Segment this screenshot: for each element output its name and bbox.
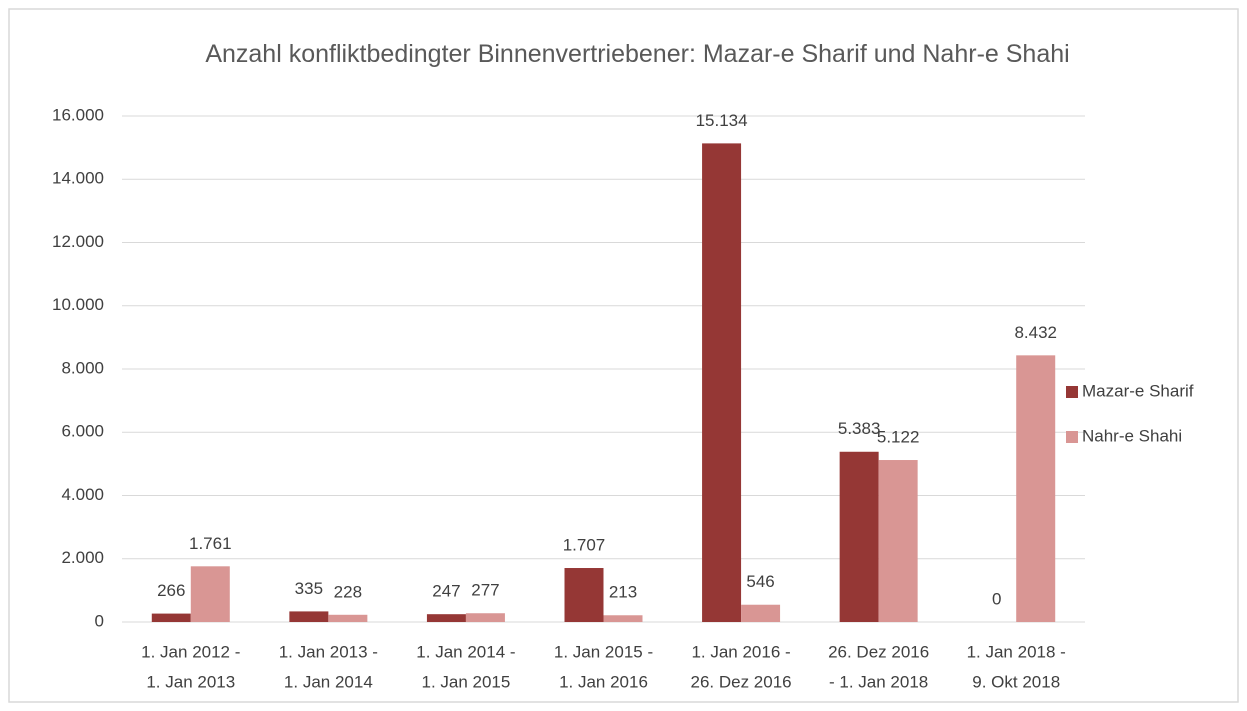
x-tick-label: 9. Okt 2018 <box>972 672 1060 691</box>
y-tick-label: 0 <box>95 611 104 630</box>
chart-border <box>8 8 1239 703</box>
y-tick-label: 4.000 <box>61 485 104 504</box>
value-label: 5.383 <box>838 419 881 438</box>
value-label: 0 <box>992 589 1001 608</box>
y-tick-label: 14.000 <box>52 169 104 188</box>
value-label: 1.707 <box>563 536 606 555</box>
value-label: 213 <box>609 583 637 602</box>
value-label: 546 <box>746 572 774 591</box>
bar <box>289 611 329 622</box>
value-label: 8.432 <box>1014 323 1057 342</box>
y-tick-label: 16.000 <box>52 105 104 124</box>
x-tick-label: 1. Jan 2013 - <box>279 642 378 661</box>
x-tick-label: 1. Jan 2015 <box>421 672 510 691</box>
value-label: 266 <box>157 581 185 600</box>
x-tick-label: 26. Dez 2016 <box>691 672 792 691</box>
legend-swatch <box>1066 386 1078 398</box>
x-tick-label: 1. Jan 2014 <box>284 672 373 691</box>
bar <box>741 604 781 622</box>
legend-label: Mazar-e Sharif <box>1082 381 1194 400</box>
x-tick-label: - 1. Jan 2018 <box>829 672 928 691</box>
value-label: 15.134 <box>696 111 748 130</box>
x-tick-label: 1. Jan 2015 - <box>554 642 653 661</box>
bar <box>328 614 368 622</box>
bar <box>878 460 918 622</box>
x-tick-label: 1. Jan 2013 <box>146 672 235 691</box>
bar <box>190 566 230 622</box>
value-label: 277 <box>471 581 499 600</box>
bar <box>564 568 604 622</box>
value-label: 228 <box>334 582 362 601</box>
bar <box>465 613 505 622</box>
bar <box>702 143 742 622</box>
x-tick-label: 1. Jan 2018 - <box>967 642 1066 661</box>
bar <box>603 615 643 622</box>
y-tick-label: 2.000 <box>61 548 104 567</box>
x-tick-label: 1. Jan 2016 <box>559 672 648 691</box>
y-tick-label: 10.000 <box>52 295 104 314</box>
y-tick-label: 6.000 <box>61 422 104 441</box>
x-tick-label: 1. Jan 2012 - <box>141 642 240 661</box>
value-label: 247 <box>432 582 460 601</box>
bar <box>1016 355 1056 622</box>
y-tick-label: 12.000 <box>52 232 104 251</box>
value-label: 335 <box>295 579 323 598</box>
chart-title: Anzahl konfliktbedingter Binnenvertriebe… <box>205 40 1070 68</box>
legend-label: Nahr-e Shahi <box>1082 426 1182 445</box>
value-label: 5.122 <box>877 428 920 447</box>
x-tick-label: 1. Jan 2016 - <box>691 642 790 661</box>
value-label: 1.761 <box>189 534 232 553</box>
x-tick-label: 26. Dez 2016 <box>828 642 929 661</box>
x-tick-label: 1. Jan 2014 - <box>416 642 515 661</box>
bar <box>839 451 879 622</box>
bar <box>151 613 191 622</box>
bar <box>426 614 466 622</box>
y-tick-label: 8.000 <box>61 358 104 377</box>
legend-swatch <box>1066 431 1078 443</box>
